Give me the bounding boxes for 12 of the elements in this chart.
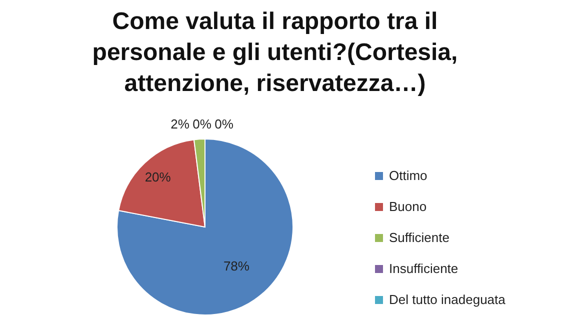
text: 0% (214, 116, 234, 132)
data-label: 78% (223, 258, 250, 274)
legend-label: Buono (389, 199, 427, 214)
chart-title: Come valuta il rapporto tra il personale e gli utenti?(Cortesia, attenzione, riservatezza…) (91, 7, 459, 99)
legend-label: Ottimo (389, 168, 428, 183)
data-label: 2% (170, 116, 190, 132)
legend-label: Sufficiente (389, 230, 450, 245)
text: 0% (192, 116, 212, 132)
legend-label: Del tutto inadeguata (389, 292, 506, 307)
pie-slice (116, 138, 294, 316)
data-label: 20% (144, 170, 172, 185)
legend-label: Insufficiente (389, 261, 458, 276)
